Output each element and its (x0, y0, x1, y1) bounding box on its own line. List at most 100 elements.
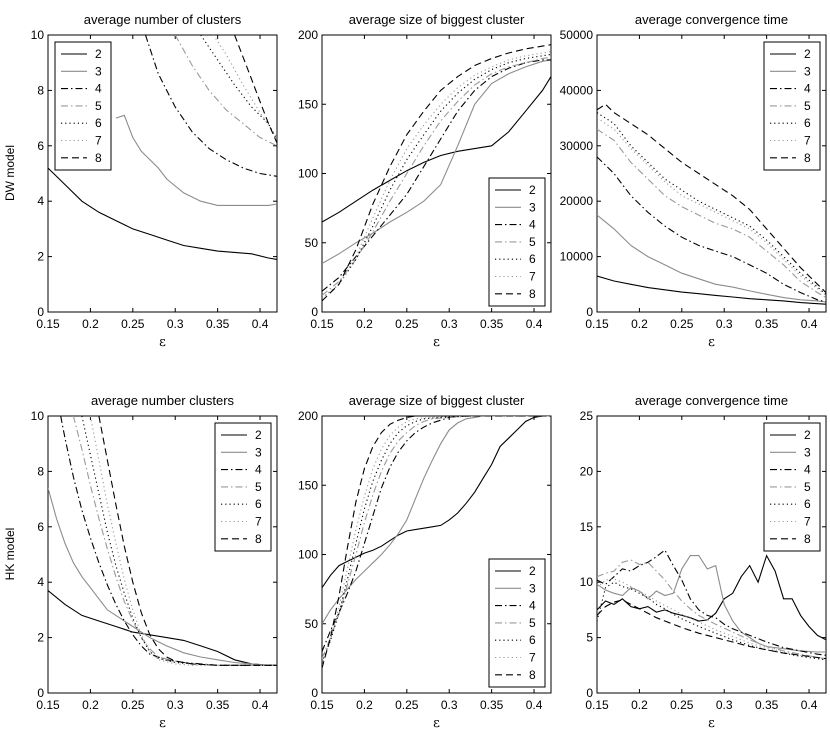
x-tick-label: 0.3 (716, 317, 733, 331)
legend-label-5: 5 (255, 480, 262, 494)
legend: 2 3 4 5 6 7 8 (763, 41, 821, 171)
y-tick-label: 10 (31, 409, 45, 423)
x-tick-label: 0.25 (121, 698, 145, 712)
legend-label-7: 7 (804, 515, 811, 529)
y-tick-label: 6 (37, 139, 44, 153)
series-line-4 (322, 59, 551, 292)
panel-title: average number clusters (91, 393, 235, 408)
x-tick-label: 0.25 (395, 698, 419, 712)
panel-4: average number clusters 0.15 0.2 0.25 0.3 0.3… (31, 393, 278, 731)
x-axis-label: ε (159, 335, 166, 350)
series-line-8 (98, 416, 277, 666)
legend-label-4: 4 (529, 218, 536, 232)
y-tick-label: 100 (298, 167, 318, 181)
legend-box (488, 558, 546, 688)
x-tick-label: 0.25 (670, 698, 694, 712)
x-tick-label: 0.4 (252, 698, 269, 712)
series-line-2 (48, 590, 277, 666)
legend-label-3: 3 (529, 200, 536, 214)
series-line-8 (234, 35, 277, 144)
legend-label-2: 2 (804, 428, 811, 442)
y-tick-label: 0 (311, 305, 318, 319)
series-line-3 (597, 555, 826, 653)
axes-box (47, 415, 278, 694)
y-tick-label: 0 (586, 305, 593, 319)
y-tick-label: 2 (37, 250, 44, 264)
legend-label-8: 8 (529, 668, 536, 682)
legend-label-5: 5 (529, 616, 536, 630)
series-line-5 (597, 559, 826, 660)
legend-label-7: 7 (529, 270, 536, 284)
series-line-7 (597, 117, 826, 296)
legend-label-4: 4 (95, 82, 102, 96)
series-line-3 (48, 487, 277, 666)
series-line-8 (322, 416, 551, 669)
y-tick-label: 10 (31, 28, 45, 42)
series-line-5 (322, 416, 551, 659)
legend: 2 3 4 5 6 7 8 (54, 41, 112, 171)
legend: 2 3 4 5 6 7 8 (763, 422, 821, 552)
y-tick-label: 20 (580, 464, 594, 478)
y-tick-label: 100 (298, 548, 318, 562)
row-label-dw: DW model (3, 145, 17, 201)
legend-label-5: 5 (529, 235, 536, 249)
legend-label-8: 8 (95, 151, 102, 165)
x-tick-label: 0.2 (356, 317, 373, 331)
y-tick-label: 2 (37, 631, 44, 645)
legend-label-2: 2 (255, 428, 262, 442)
x-tick-label: 0.3 (441, 317, 458, 331)
y-tick-label: 50000 (560, 28, 594, 42)
y-tick-label: 8 (37, 83, 44, 97)
x-tick-label: 0.3 (167, 698, 184, 712)
legend-label-2: 2 (804, 47, 811, 61)
y-tick-label: 4 (37, 194, 44, 208)
series-line-4 (597, 549, 826, 656)
legend-label-5: 5 (804, 480, 811, 494)
x-tick-label: 0.15 (585, 698, 609, 712)
x-tick-label: 0.2 (631, 317, 648, 331)
panel-1: average number of clusters 0.15 0.2 0.25 0.3… (31, 12, 278, 350)
x-tick-label: 0.3 (167, 317, 184, 331)
row-label-hk: HK model (3, 528, 17, 581)
series-line-4 (597, 156, 826, 303)
y-tick-label: 4 (37, 575, 44, 589)
x-tick-label: 0.25 (395, 317, 419, 331)
legend-label-2: 2 (529, 564, 536, 578)
x-axis-label: ε (708, 335, 715, 350)
x-tick-label: 0.15 (585, 317, 609, 331)
series-line-8 (597, 599, 826, 660)
legend-label-6: 6 (804, 497, 811, 511)
y-tick-label: 0 (311, 686, 318, 700)
y-tick-label: 50 (305, 236, 319, 250)
y-tick-label: 20000 (560, 194, 594, 208)
axes-box (596, 415, 827, 694)
legend-label-3: 3 (529, 581, 536, 595)
legend-label-8: 8 (255, 532, 262, 546)
legend: 2 3 4 5 6 7 8 (488, 558, 546, 688)
series-line-4 (144, 35, 277, 177)
series-line-6 (200, 35, 277, 141)
axes-box (47, 34, 278, 313)
x-tick-label: 0.15 (310, 698, 334, 712)
series-line-3 (322, 416, 551, 625)
legend-label-3: 3 (255, 445, 262, 459)
legend: 2 3 4 5 6 7 8 (488, 177, 546, 307)
x-tick-label: 0.2 (82, 317, 99, 331)
legend-label-7: 7 (95, 134, 102, 148)
x-tick-label: 0.4 (526, 317, 543, 331)
series-line-5 (597, 128, 826, 299)
legend-label-3: 3 (95, 64, 102, 78)
y-tick-label: 40000 (560, 83, 594, 97)
legend-label-6: 6 (95, 116, 102, 130)
y-tick-label: 50 (305, 617, 319, 631)
x-axis-label: ε (159, 716, 166, 731)
y-tick-label: 10 (580, 575, 594, 589)
series-line-6 (81, 416, 277, 666)
x-tick-label: 0.4 (252, 317, 269, 331)
x-tick-label: 0.35 (755, 317, 779, 331)
legend-label-6: 6 (255, 497, 262, 511)
x-axis-label: ε (433, 716, 440, 731)
x-tick-label: 0.35 (206, 317, 230, 331)
series-line-2 (597, 275, 826, 305)
y-tick-label: 0 (586, 686, 593, 700)
